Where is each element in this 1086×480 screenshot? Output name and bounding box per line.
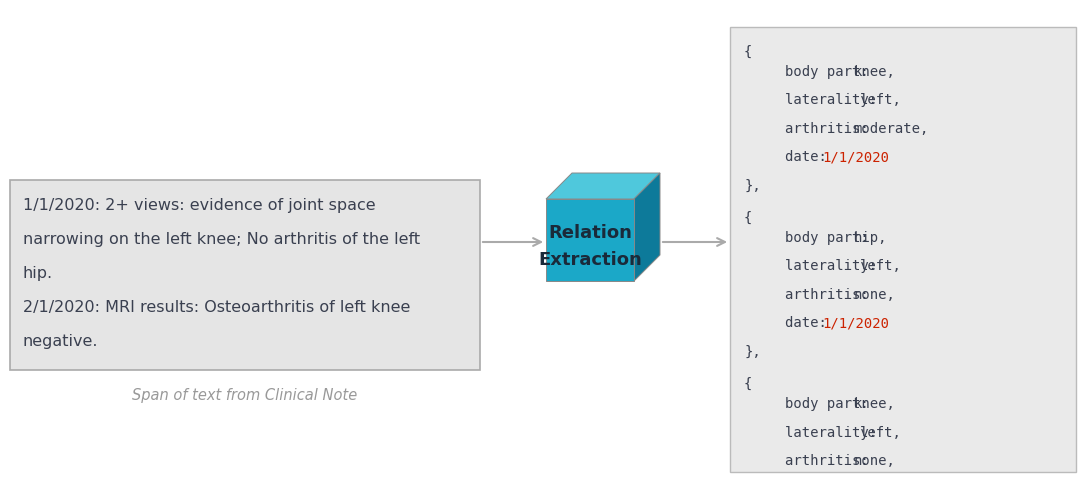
Text: none,: none, xyxy=(854,288,896,302)
FancyBboxPatch shape xyxy=(10,180,480,370)
Text: body part:: body part: xyxy=(785,65,877,79)
Polygon shape xyxy=(546,173,660,199)
Text: left,: left, xyxy=(860,94,901,108)
Text: Relation: Relation xyxy=(548,224,632,242)
Text: 1/1/2020: 1/1/2020 xyxy=(822,150,889,165)
FancyBboxPatch shape xyxy=(730,27,1076,472)
Text: arthritis:: arthritis: xyxy=(785,288,877,302)
Text: narrowing on the left knee; No arthritis of the left: narrowing on the left knee; No arthritis… xyxy=(23,232,420,247)
Text: date:: date: xyxy=(785,316,835,331)
Text: 1/1/2020: 1/1/2020 xyxy=(822,316,889,331)
Text: laterality:: laterality: xyxy=(785,260,885,274)
Text: laterality:: laterality: xyxy=(785,426,885,440)
Text: knee,: knee, xyxy=(854,397,896,411)
Polygon shape xyxy=(634,173,660,281)
Text: arthritis:: arthritis: xyxy=(785,454,877,468)
Text: none,: none, xyxy=(854,454,896,468)
Text: Extraction: Extraction xyxy=(539,251,642,269)
Text: date:: date: xyxy=(785,150,835,165)
Text: left,: left, xyxy=(860,260,901,274)
Text: hip.: hip. xyxy=(23,266,53,281)
Text: arthritis:: arthritis: xyxy=(785,122,877,136)
Text: laterality:: laterality: xyxy=(785,94,885,108)
Text: {: { xyxy=(744,377,753,391)
Text: hip,: hip, xyxy=(854,231,887,245)
Text: left,: left, xyxy=(860,426,901,440)
Text: Span of text from Clinical Note: Span of text from Clinical Note xyxy=(132,388,357,403)
Text: moderate,: moderate, xyxy=(854,122,930,136)
Text: knee,: knee, xyxy=(854,65,896,79)
Text: 2/1/2020: MRI results: Osteoarthritis of left knee: 2/1/2020: MRI results: Osteoarthritis of… xyxy=(23,300,411,315)
Text: body part:: body part: xyxy=(785,397,877,411)
Text: },: }, xyxy=(744,345,761,359)
Text: },: }, xyxy=(744,179,761,193)
Text: {: { xyxy=(744,45,753,59)
Text: {: { xyxy=(744,211,753,225)
Text: 1/1/2020: 2+ views: evidence of joint space: 1/1/2020: 2+ views: evidence of joint sp… xyxy=(23,198,376,213)
Text: body part:: body part: xyxy=(785,231,877,245)
Text: negative.: negative. xyxy=(23,334,99,349)
Polygon shape xyxy=(546,199,634,281)
